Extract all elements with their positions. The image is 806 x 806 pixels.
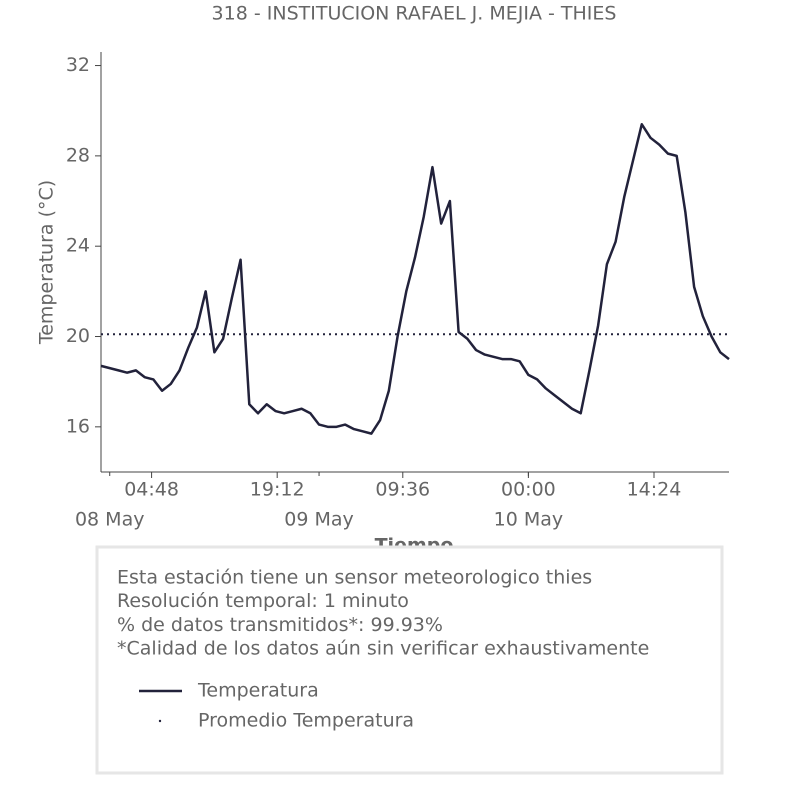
x-minor-tick-label: 08 May [75, 509, 145, 531]
x-minor-tick-label: 10 May [494, 509, 564, 531]
chart-title: 318 - INSTITUCION RAFAEL J. MEJIA - THIE… [212, 3, 617, 25]
info-note: % de datos transmitidos*: 99.93% [117, 614, 443, 636]
legend-label: Temperatura [197, 680, 319, 702]
x-tick-label: 00:00 [501, 479, 556, 501]
x-tick-label: 09:36 [375, 479, 430, 501]
y-tick-label: 20 [66, 325, 90, 347]
y-tick-label: 32 [66, 54, 90, 76]
temperature-line [100, 123, 730, 435]
info-note: Esta estación tiene un sensor meteorolog… [117, 567, 592, 589]
x-minor-tick-label: 09 May [284, 509, 354, 531]
y-tick-label: 28 [66, 144, 90, 166]
legend-label: Promedio Temperatura [198, 710, 414, 732]
y-tick-label: 16 [66, 415, 90, 437]
x-tick-label: 14:24 [627, 479, 682, 501]
x-tick-label: 19:12 [250, 479, 305, 501]
info-box [95, 545, 724, 775]
info-note: Resolución temporal: 1 minuto [117, 590, 409, 612]
y-tick-label: 24 [66, 235, 90, 257]
x-tick-label: 04:48 [124, 479, 179, 501]
info-note: *Calidad de los datos aún sin verificar … [117, 638, 649, 660]
y-axis-label: Temperatura (°C) [36, 180, 58, 345]
legend-dot-swatch [158, 719, 162, 723]
